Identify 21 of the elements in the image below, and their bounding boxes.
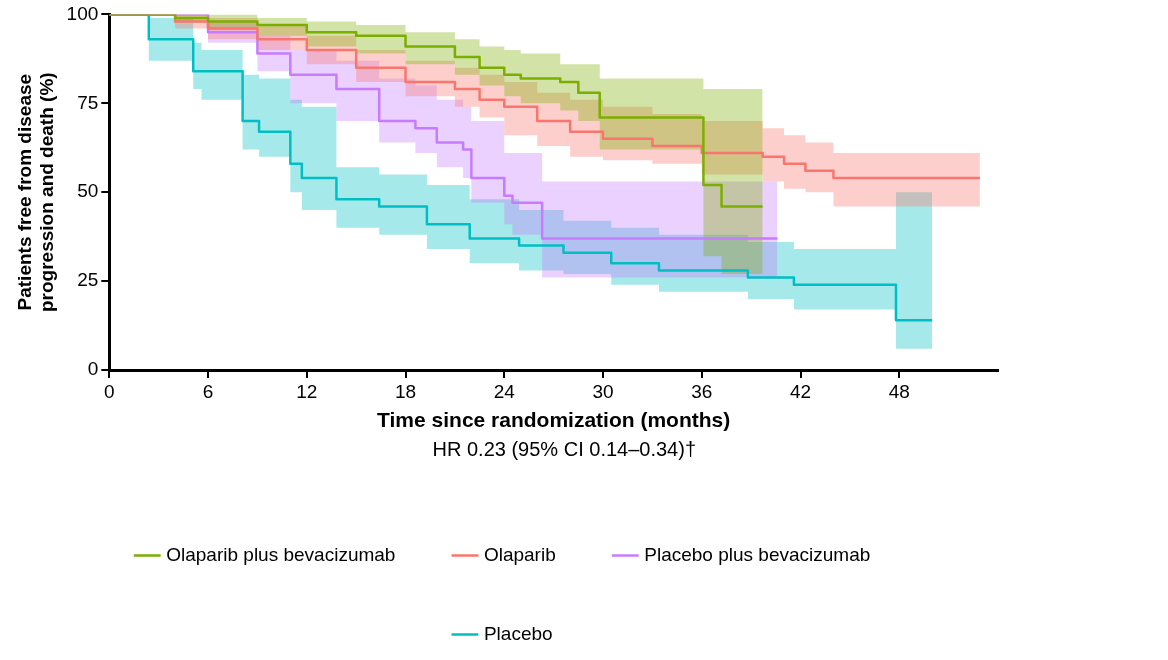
y-tick-label: 50: [77, 180, 99, 202]
y-tick-label: 25: [77, 269, 99, 291]
x-tick-label: 48: [888, 380, 910, 402]
text: HR 0.23 (95% CI 0.14–0.34)†: [432, 437, 697, 460]
x-tick-label: 30: [592, 380, 614, 402]
x-axis-title: Time since randomization (months): [377, 408, 731, 432]
x-tick-label: 24: [493, 380, 516, 402]
y-tick-label: 100: [66, 2, 99, 24]
x-tick-label: 0: [104, 380, 115, 402]
x-tick-label: 36: [691, 380, 713, 402]
x-tick-label: 18: [394, 380, 417, 402]
x-tick-label: 12: [296, 380, 318, 402]
x-tick-label: 42: [789, 380, 812, 402]
legend-label: Placebo: [483, 622, 553, 644]
y-tick-label: 75: [77, 91, 99, 113]
legend-label: Placebo plus bevacizumab: [644, 543, 871, 565]
legend-label: Olaparib plus bevacizumab: [166, 543, 396, 565]
legend-label: Olaparib: [483, 543, 556, 565]
y-tick-label: 0: [87, 358, 99, 380]
y-axis-title: Patients free from disease progression and death (%): [13, 72, 58, 313]
x-tick-label: 6: [202, 380, 214, 402]
